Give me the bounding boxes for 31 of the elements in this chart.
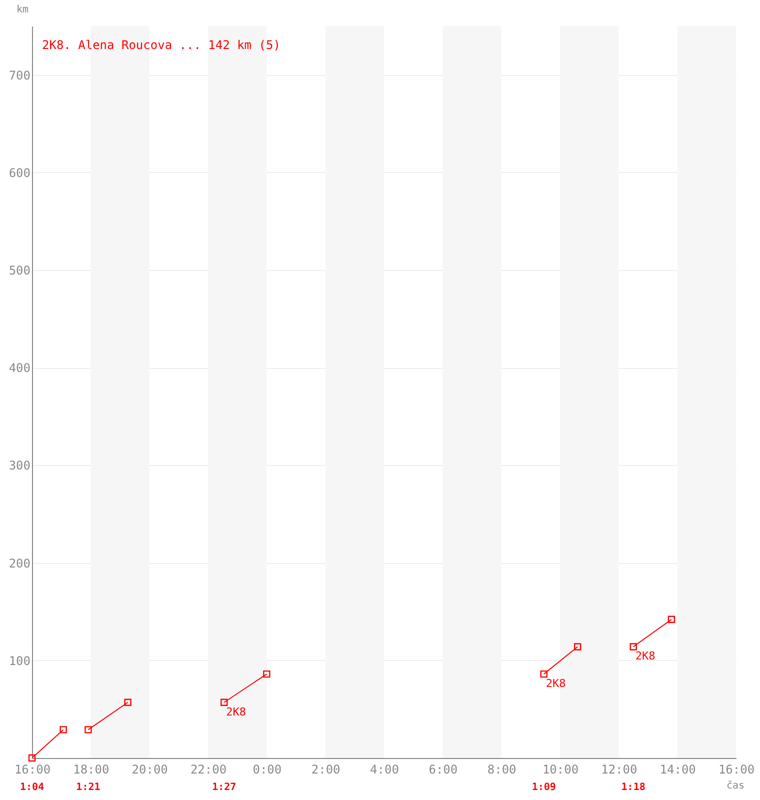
text: 2K8. Alena Roucova ... 142 km (5) xyxy=(42,38,280,52)
y-tick-label: 200 xyxy=(8,556,30,570)
annotation: 2K8 xyxy=(635,650,656,663)
y-axis-title: km xyxy=(16,4,29,16)
annotation: 2K8 xyxy=(226,705,246,718)
y-tick-label: 100 xyxy=(8,654,30,668)
y-tick-label: 400 xyxy=(8,361,30,376)
x-tick-label: 20:00 xyxy=(132,762,168,776)
text: 1:04 xyxy=(20,782,44,793)
x-tick-label: 10:00 xyxy=(542,762,579,776)
x-tick-label: 22:00 xyxy=(190,762,227,776)
x-tick-label: 18:00 xyxy=(73,762,110,776)
x-tick-label: 12:00 xyxy=(601,762,638,776)
text: 1:21 xyxy=(76,782,100,793)
x-tick-label: 16:00 xyxy=(14,762,51,776)
y-tick-label: 600 xyxy=(8,166,30,180)
x-tick-label: 16:00 xyxy=(718,762,755,776)
text: 1:18 xyxy=(621,782,646,793)
y-tick-label: 500 xyxy=(8,264,30,278)
annotation: 2K8 xyxy=(546,677,566,690)
x-axis-title: čas xyxy=(726,780,744,792)
x-tick-label: 6:00 xyxy=(428,762,458,776)
x-tick-label: 2:00 xyxy=(311,762,340,776)
x-tick-label: 4:00 xyxy=(370,762,399,776)
text: 1:27 xyxy=(212,782,236,793)
y-tick-label: 300 xyxy=(8,458,30,473)
x-tick-label: 0:00 xyxy=(252,762,282,776)
x-tick-label: 14:00 xyxy=(660,762,696,776)
text: 1:09 xyxy=(532,782,556,793)
x-tick-label: 8:00 xyxy=(487,762,516,776)
y-tick-label: 700 xyxy=(8,68,30,82)
